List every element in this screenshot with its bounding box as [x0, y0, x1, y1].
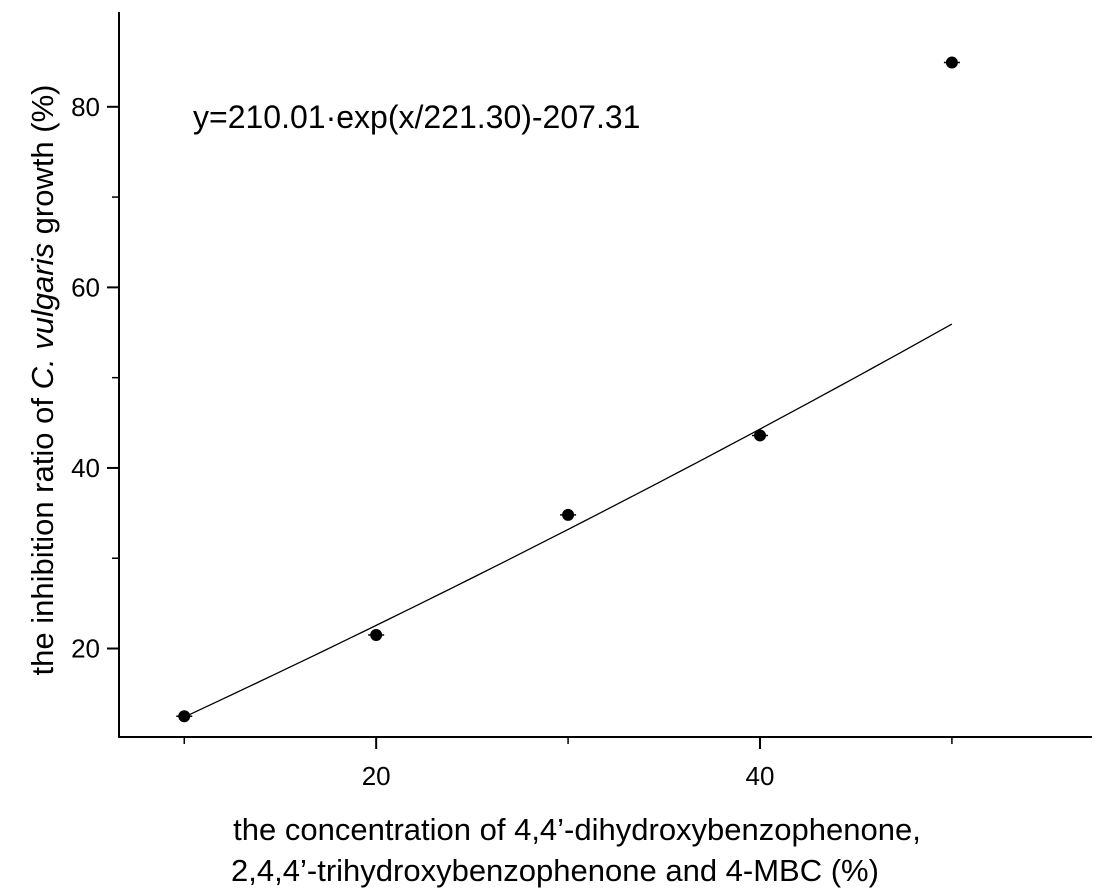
y-tick-label: 20 [71, 634, 100, 664]
fit-equation: y=210.01·exp(x/221.30)-207.31 [193, 99, 640, 135]
data-point [178, 710, 191, 723]
x-axis-title-line-2: 2,4,4’-trihydroxybenzophenone and 4-MBC … [231, 853, 879, 888]
axes [118, 12, 1092, 738]
x-tick-label: 20 [362, 761, 391, 791]
x-axis-title-line-1: the concentration of 4,4’-dihydroxybenzo… [233, 812, 921, 847]
data-point [562, 508, 575, 521]
y-axis-title-suffix: growth (%) [25, 85, 60, 243]
y-axis-title-species: C. vulgaris [25, 243, 60, 389]
x-tick-label: 40 [746, 761, 775, 791]
data-point [370, 628, 383, 641]
y-tick-label: 40 [71, 453, 100, 483]
y-tick-label: 60 [71, 272, 100, 302]
y-axis-title-prefix: the inhibition ratio of [25, 389, 60, 675]
y-axis-title: the inhibition ratio of C. vulgaris grow… [25, 85, 60, 676]
y-tick-label: 80 [71, 92, 100, 122]
fit-curve [183, 323, 953, 718]
tick-labels: 20 40 20 40 60 80 [71, 92, 774, 791]
data-point [753, 429, 766, 442]
data-point [945, 56, 958, 69]
data-points [176, 56, 960, 723]
ticks [107, 105, 953, 749]
